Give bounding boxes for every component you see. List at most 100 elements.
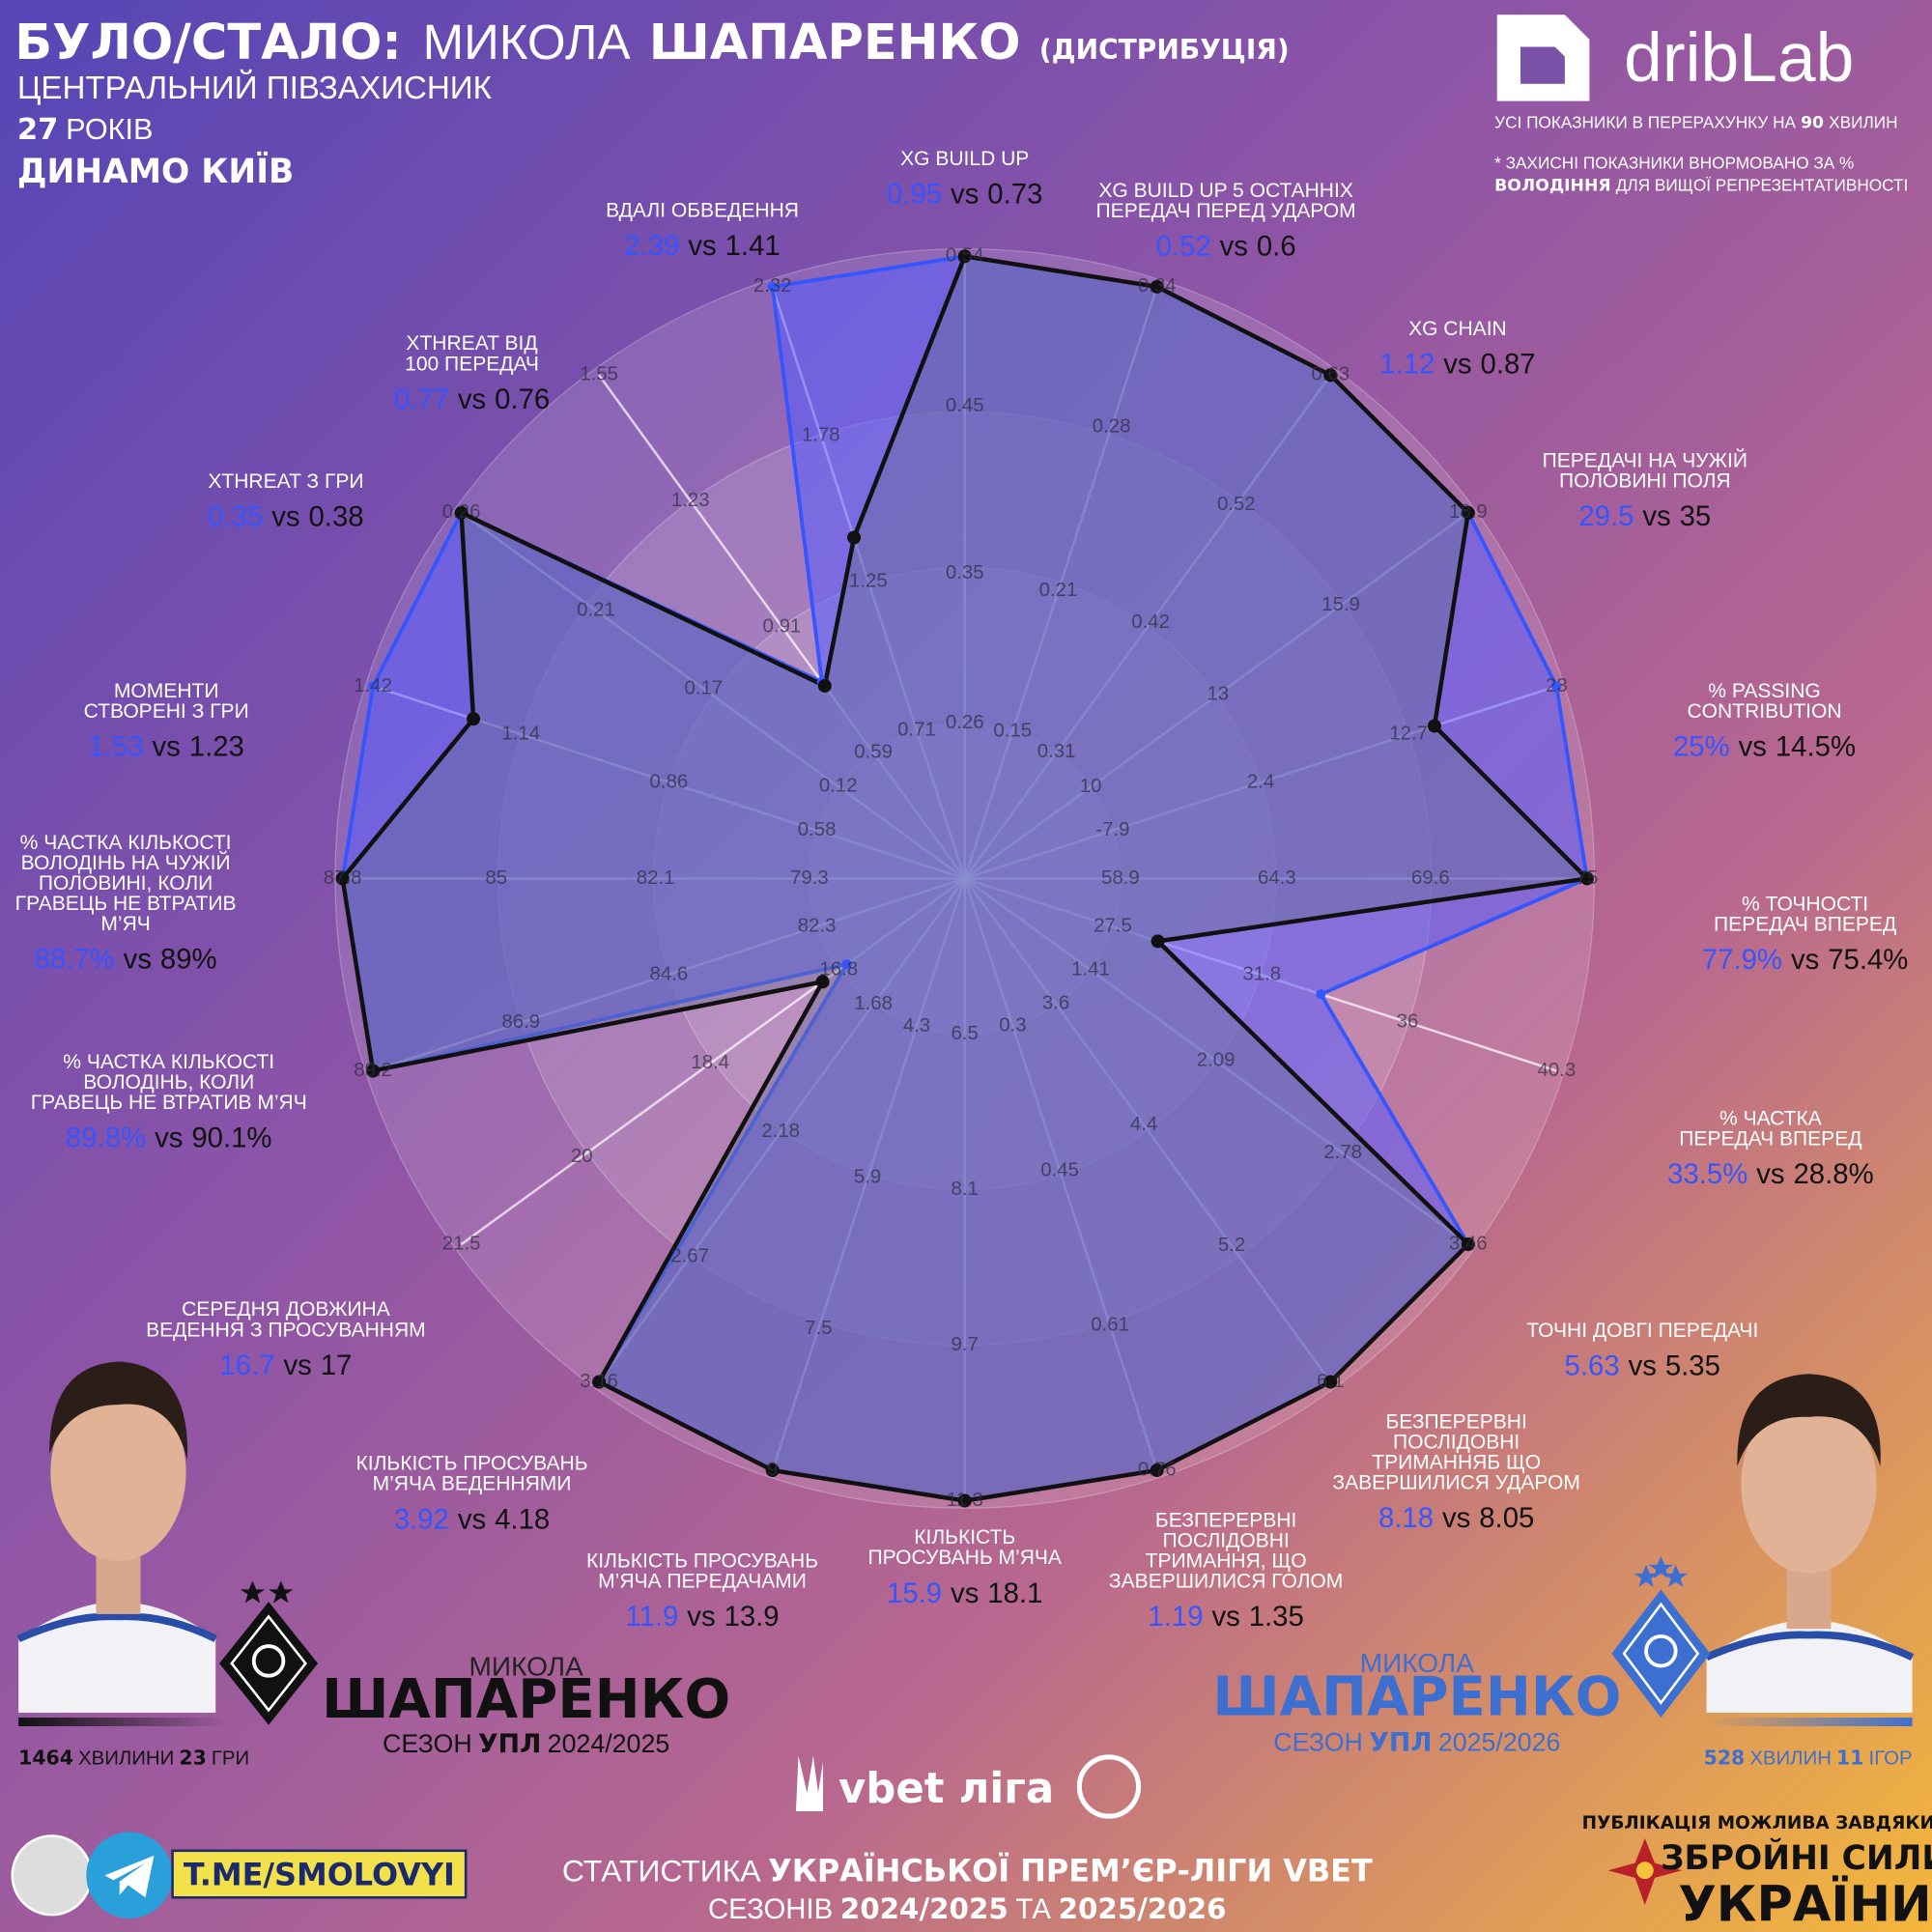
value-comparison: 33.5% vs 28.8% [1667, 1158, 1874, 1190]
tick-label: 0.45 [946, 395, 984, 416]
separator: vs [155, 1122, 183, 1154]
tick-label: 0.35 [946, 562, 984, 583]
value-label: 1.12 [1379, 348, 1435, 380]
tick-label: 0.21 [577, 599, 615, 620]
tick-label: 0.63 [1311, 364, 1350, 385]
value-label: 0.6 [1257, 231, 1296, 263]
series-point [1551, 681, 1562, 692]
tick-label: 69.6 [1411, 867, 1450, 889]
category-label: СЕРЕДНЯ ДОВЖИНА [182, 1298, 390, 1321]
tick-label: 5.9 [854, 1167, 881, 1188]
value-comparison: 1.53 vs 1.23 [89, 731, 244, 763]
footnote-part: ВОЛОДІННЯ [1494, 177, 1610, 196]
channel-box[interactable] [171, 1849, 468, 1899]
stats-part: 2024/2025 [840, 1892, 1009, 1925]
series-point [467, 712, 481, 726]
note-part: ХВИЛИН [1829, 113, 1897, 132]
value-label: 15.9 [887, 1577, 942, 1609]
value-label: 89% [160, 944, 217, 976]
title-part: (ДИСТРИБУЦІЯ) [1039, 34, 1290, 66]
army-name: УКРАЇНИ [1678, 1875, 1931, 1932]
series-point [454, 505, 469, 520]
stats-part: УКРАЇНСЬКОЇ ПРЕМ’ЄР-ЛІГИ VBET [768, 1853, 1373, 1889]
series-point [1579, 871, 1594, 886]
separator: vs [1756, 1158, 1784, 1190]
separator: vs [951, 178, 979, 210]
series-point [841, 959, 852, 970]
brand-logo [1496, 14, 1590, 101]
tick-label: 82.1 [637, 867, 675, 889]
season-part: 2024/2025 [548, 1729, 670, 1758]
series-point [765, 1463, 780, 1478]
stats-part: СЕЗОНІВ [708, 1893, 833, 1925]
tick-label: 10 [1080, 776, 1102, 797]
tick-label: 7.5 [805, 1318, 832, 1339]
category-label: М’ЯЧА ПЕРЕДАЧАМИ [598, 1570, 807, 1592]
tick-label: 27.5 [1094, 916, 1132, 937]
player-minutes: 528 ХВИЛИН 11 ІГОР [1704, 1747, 1913, 1770]
age: 27 РОКІВ [17, 113, 154, 147]
league-ball [1076, 1754, 1142, 1819]
category-label: ПЕРЕДАЧ ПЕРЕД УДАРОМ [1096, 200, 1356, 222]
category-label: ЗАВЕРШИЛИСЯ ГОЛОМ [1109, 1570, 1343, 1592]
minutes-part: ХВИЛИН [1749, 1748, 1832, 1770]
value-comparison: 3.92 vs 4.18 [394, 1503, 550, 1535]
value-label: 11.9 [625, 1601, 678, 1633]
category-label: ПЕРЕДАЧ ВПЕРЕД [1714, 914, 1896, 936]
card-bar [18, 1718, 228, 1726]
value-label: 0.38 [309, 501, 364, 533]
tick-label: 0.45 [1040, 1160, 1079, 1181]
player-photo [16, 1361, 217, 1713]
category-label: ВОЛОДІНЬ НА ЧУЖІЙ [21, 851, 231, 874]
tick-label: 86.9 [501, 1011, 540, 1033]
value-label: 0.73 [987, 178, 1042, 210]
category-label: 100 ПЕРЕДАЧ [405, 353, 539, 375]
channel-link[interactable]: T.ME/SMOLOVYI [184, 1857, 455, 1893]
tick-label: 0.17 [685, 677, 724, 698]
series-point [366, 1064, 381, 1078]
value-label: 18.1 [987, 1577, 1042, 1609]
value-comparison: 16.7 vs 17 [219, 1350, 352, 1381]
category-label: ТОЧНІ ДОВГІ ПЕРЕДАЧІ [1526, 1320, 1758, 1342]
category-label: КІЛЬКІСТЬ ПРОСУВАНЬ [356, 1453, 588, 1475]
stats-part: ТА [1015, 1893, 1051, 1925]
tick-label: 9.7 [952, 1334, 979, 1355]
category-label: М’ЯЧА ВЕДЕННЯМИ [373, 1473, 572, 1495]
tick-label: 58.9 [1101, 867, 1140, 889]
value-comparison: 2.39 vs 1.41 [624, 230, 780, 262]
series-point [957, 1493, 972, 1508]
minutes-part: ХВИЛИНИ [78, 1748, 174, 1770]
value-label: 8.05 [1479, 1502, 1534, 1534]
tick-label: 1.42 [354, 675, 392, 696]
category-label: ПРОСУВАНЬ М’ЯЧА [867, 1547, 1062, 1569]
title: БУЛО/СТАЛО: МИКОЛА ШАПАРЕНКО (ДИСТРИБУЦІ… [14, 14, 1289, 71]
footnote: ВОЛОДІННЯ ДЛЯ ВИЩОЇ РЕПРЕЗЕНТАТИВНОСТІ [1494, 176, 1908, 196]
value-comparison: 77.9% vs 75.4% [1702, 944, 1909, 976]
footnote: * ЗАХИСНІ ПОКАЗНИКИ ВНОРМОВАНО ЗА % [1494, 154, 1854, 173]
category-label: ПОСЛІДОВНІ [1162, 1529, 1289, 1551]
separator: vs [1443, 348, 1471, 380]
separator: vs [1739, 731, 1767, 763]
separator: vs [124, 944, 152, 976]
value-label: 17 [321, 1350, 353, 1381]
value-label: 16.7 [219, 1350, 274, 1381]
tick-label: 1.68 [854, 993, 893, 1014]
value-label: 89.8% [66, 1122, 146, 1154]
tick-label: 23 [1546, 675, 1568, 696]
category-label: КІЛЬКІСТЬ ПРОСУВАНЬ [586, 1549, 818, 1572]
tick-label: 64.3 [1258, 867, 1296, 889]
tick-label: 6.5 [952, 1023, 979, 1044]
category-label: XG BUILD UP [900, 148, 1029, 170]
radar-chart: 0.26 0.35 0.45 0.54 0.15 0.21 0.28 0.34 0.31 0.42… [15, 148, 1909, 1633]
value-label: 1.23 [189, 731, 244, 763]
separator: vs [1211, 1601, 1239, 1633]
stars [240, 1580, 294, 1604]
player-first-name: МИКОЛА [1360, 1648, 1474, 1678]
category-label: БЕЗПЕРЕРВНІ [1155, 1509, 1296, 1531]
separator: vs [1629, 1350, 1657, 1381]
tick-label: 2.18 [761, 1121, 800, 1142]
separator: vs [1220, 231, 1248, 263]
value-label: 25% [1673, 731, 1730, 763]
value-label: 4.18 [495, 1503, 550, 1535]
category-label: % ЧАСТКА КІЛЬКОСТІ [20, 832, 232, 854]
